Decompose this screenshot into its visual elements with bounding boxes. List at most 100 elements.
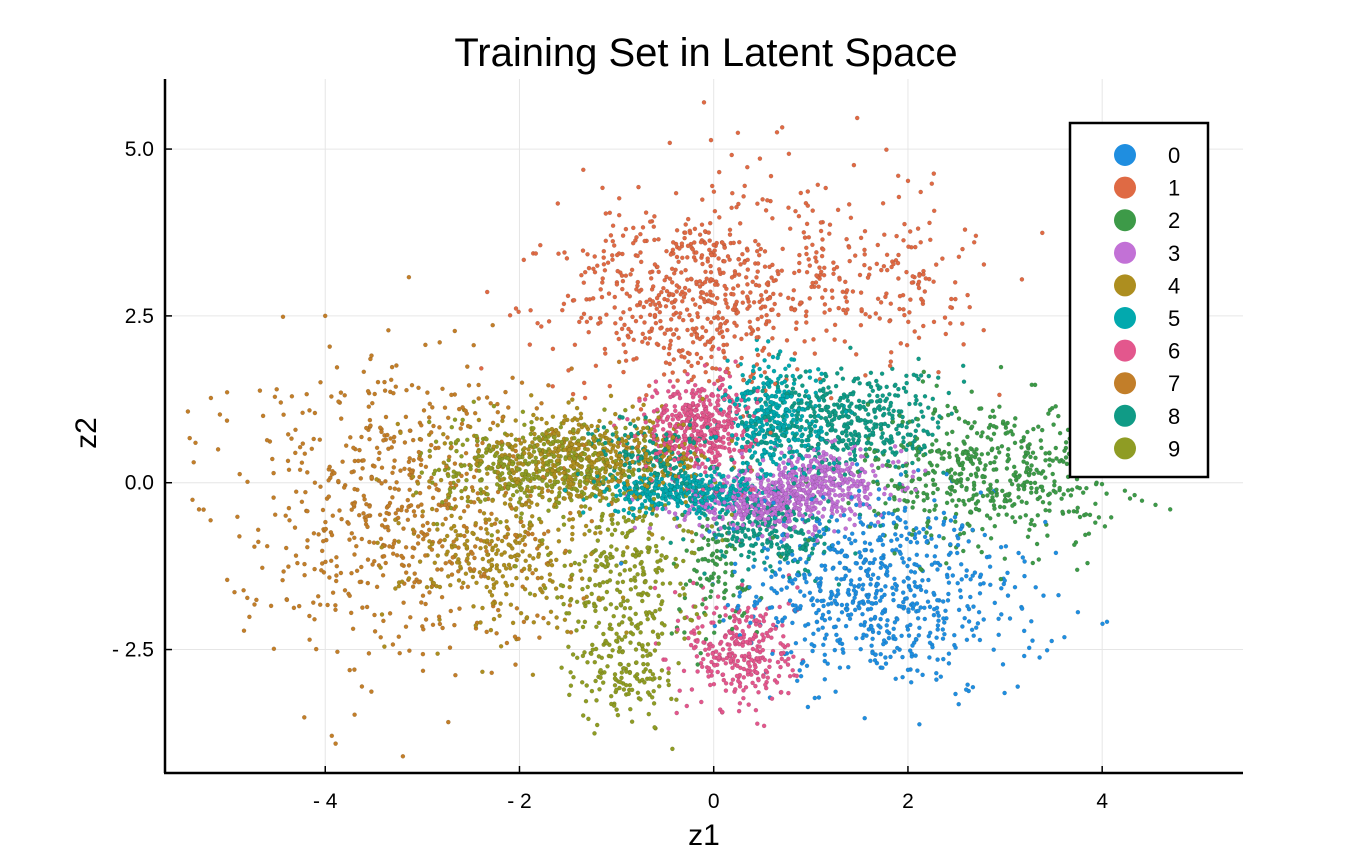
point-digit-4 [578, 411, 584, 417]
point-digit-9 [585, 660, 590, 665]
point-digit-4 [489, 538, 495, 544]
point-digit-9 [617, 661, 623, 667]
point-digit-7 [311, 436, 317, 442]
point-digit-1 [692, 226, 698, 232]
point-digit-1 [755, 269, 761, 274]
point-digit-7 [252, 544, 257, 550]
point-digit-7 [318, 484, 323, 490]
point-digit-7 [336, 399, 341, 404]
point-digit-2 [992, 414, 997, 420]
point-digit-0 [978, 572, 984, 578]
point-digit-1 [725, 254, 731, 259]
point-digit-0 [932, 497, 937, 503]
point-digit-1 [618, 316, 624, 321]
point-digit-0 [942, 620, 947, 625]
point-digit-2 [1006, 446, 1011, 452]
point-digit-4 [504, 519, 509, 524]
point-digit-6 [710, 651, 715, 657]
point-digit-8 [888, 446, 893, 451]
point-digit-9 [604, 640, 610, 646]
point-digit-7 [563, 548, 569, 554]
point-digit-8 [839, 366, 844, 371]
point-digit-9 [626, 517, 631, 523]
point-digit-1 [581, 380, 587, 386]
point-digit-2 [1061, 491, 1066, 497]
point-digit-4 [509, 582, 515, 588]
point-digit-1 [827, 231, 832, 236]
point-digit-8 [833, 383, 839, 389]
point-digit-4 [395, 421, 401, 427]
point-digit-0 [886, 510, 892, 516]
point-digit-9 [540, 431, 545, 437]
point-digit-2 [949, 474, 954, 479]
point-digit-9 [608, 569, 614, 575]
point-digit-5 [725, 358, 730, 364]
point-digit-1 [793, 208, 798, 214]
point-digit-1 [687, 230, 693, 236]
point-digit-2 [916, 457, 921, 462]
point-digit-7 [417, 490, 423, 496]
point-digit-3 [880, 463, 885, 469]
point-digit-0 [916, 530, 922, 535]
point-digit-5 [759, 404, 765, 410]
point-digit-7 [289, 393, 295, 399]
point-digit-0 [937, 562, 943, 568]
point-digit-2 [885, 483, 891, 489]
point-digit-1 [701, 100, 707, 105]
point-digit-4 [486, 517, 492, 522]
point-digit-0 [887, 496, 892, 502]
point-digit-8 [851, 449, 857, 454]
point-digit-0 [804, 579, 809, 585]
point-digit-6 [686, 635, 691, 641]
point-digit-1 [916, 279, 922, 285]
point-digit-9 [623, 559, 628, 565]
point-digit-2 [952, 405, 958, 411]
point-digit-4 [481, 510, 487, 516]
point-digit-2 [1122, 488, 1128, 494]
point-digit-8 [846, 437, 852, 443]
point-digit-0 [917, 625, 922, 631]
point-digit-1 [830, 295, 835, 301]
point-digit-1 [561, 301, 567, 307]
point-digit-0 [839, 602, 845, 608]
point-digit-9 [498, 519, 503, 525]
point-digit-4 [538, 587, 544, 593]
point-digit-1 [716, 169, 722, 175]
point-digit-1 [759, 314, 764, 320]
point-digit-1 [916, 335, 922, 341]
point-digit-0 [987, 554, 992, 559]
point-digit-5 [768, 445, 774, 451]
point-digit-2 [1023, 513, 1029, 518]
point-digit-1 [918, 296, 924, 302]
point-digit-0 [921, 526, 926, 532]
point-digit-5 [734, 441, 739, 446]
point-digit-2 [1035, 513, 1041, 518]
point-digit-9 [640, 647, 646, 652]
point-digit-1 [882, 232, 887, 237]
point-digit-2 [934, 463, 940, 468]
point-digit-1 [628, 272, 633, 277]
point-digit-8 [878, 422, 884, 427]
point-digit-3 [850, 461, 855, 467]
point-digit-8 [946, 390, 952, 396]
point-digit-7 [453, 482, 459, 488]
point-digit-3 [770, 480, 775, 485]
point-digit-7 [416, 385, 421, 391]
point-digit-7 [419, 502, 424, 507]
point-digit-6 [715, 393, 721, 399]
point-digit-1 [766, 352, 772, 357]
point-digit-0 [941, 510, 947, 516]
point-digit-2 [999, 443, 1005, 449]
point-digit-6 [711, 681, 717, 687]
point-digit-0 [852, 607, 858, 613]
point-digit-1 [770, 335, 775, 341]
point-digit-7 [291, 605, 297, 611]
point-digit-7 [471, 342, 477, 348]
point-digit-2 [964, 487, 969, 493]
point-digit-7 [541, 531, 547, 537]
point-digit-1 [652, 312, 658, 318]
point-digit-0 [935, 623, 941, 628]
point-digit-7 [307, 613, 312, 619]
point-digit-6 [703, 605, 709, 611]
point-digit-8 [776, 545, 782, 551]
